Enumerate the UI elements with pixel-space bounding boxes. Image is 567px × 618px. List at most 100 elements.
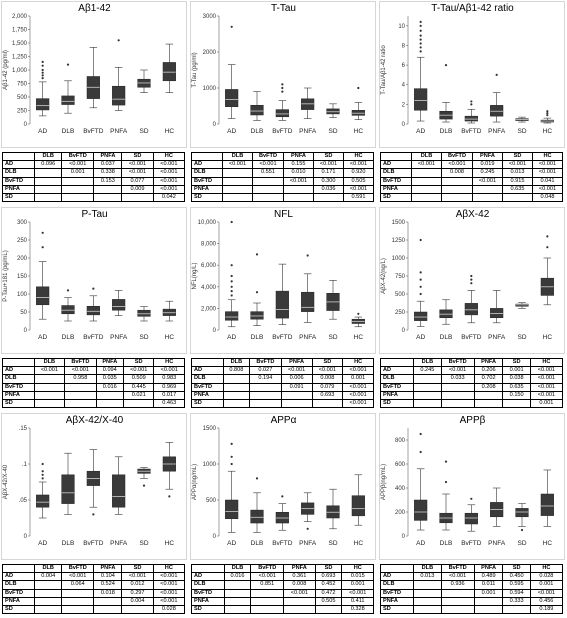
p-value-cell: <0.001 (283, 176, 314, 186)
outlier-point (117, 39, 120, 42)
y-tick-label: .15 (19, 426, 28, 432)
category-label: PNFA (110, 128, 128, 135)
p-value-cell: 0.001 (529, 398, 564, 409)
table-row: BvFTD 0.016 0.445 0.969 (2, 382, 185, 392)
box-DLB (61, 452, 75, 515)
p-value-cell: 0.037 (93, 160, 123, 170)
p-value-cell: 0.851 (250, 580, 285, 590)
p-value-cell (413, 580, 442, 590)
table-row: SD 0.591 (190, 192, 375, 203)
y-tick-label: 0 (213, 534, 217, 540)
outlier-point (470, 278, 473, 281)
table-header-cell: DLB (223, 563, 252, 574)
p-value-cell: 0.017 (153, 390, 185, 400)
p-value-cell (33, 382, 66, 392)
table-row: BvFTD 0.001 0.594 <0.001 (379, 588, 564, 598)
table-header-cell: SD (122, 357, 155, 368)
y-tick-label: 1,000 (12, 68, 28, 74)
p-value-cell: 0.013 (502, 168, 533, 178)
table-header-cell: HC (529, 563, 564, 574)
p-value-cell (440, 184, 474, 194)
chart-frame (1, 1, 187, 148)
box-AD (414, 20, 428, 122)
box-SD (326, 488, 340, 530)
category-label: AD (416, 540, 425, 547)
box-HC (162, 43, 176, 93)
y-tick-label: 200 (395, 510, 406, 516)
box-DLB (61, 289, 75, 322)
p-value-cell: <0.001 (342, 390, 374, 400)
table-row: AD <0.001 <0.001 0.094 <0.001 <0.001 (2, 366, 185, 376)
table-row: DLB 0.001 0.338 <0.001 <0.001 (1, 168, 186, 178)
category-label: SD (517, 540, 526, 547)
chart-frame (379, 1, 565, 148)
y-axis-label: AβX-42/X-40 (3, 464, 9, 499)
table-header-cell (1, 151, 36, 162)
p-value-cell (440, 390, 475, 400)
y-tick-label: 10 (398, 24, 405, 30)
box-iqr (540, 493, 554, 516)
outlier-point (230, 285, 233, 288)
table-header-cell: DLB (413, 563, 442, 574)
pvalue-table: DLB BvFTD PNFA SD HC AD 0.096 <0.001 0.037 <0.001… (1, 151, 186, 203)
p-value-cell (121, 192, 154, 203)
p-value-cell (64, 390, 97, 400)
chart-svg: T-Tau/Aβ1-42 ratio 0 2 4 6 8 10 T-Tau/Aβ1-42 ra… (379, 1, 565, 148)
box-AD (36, 60, 50, 117)
category-label: AD (416, 128, 425, 135)
box-iqr (36, 98, 50, 111)
box-iqr (275, 109, 289, 118)
chart-svg: AβX-42 0 250 500 750 1000 1250 1500 AβX-42(ng/L)… (379, 207, 565, 354)
p-value-cell: <0.001 (529, 390, 564, 400)
row-label: PNFA (379, 184, 413, 194)
p-value-cell (473, 398, 504, 409)
p-value-cell: 0.920 (342, 168, 375, 178)
category-label: HC (354, 540, 364, 547)
p-value-cell (413, 588, 442, 598)
outlier-point (41, 74, 44, 77)
outlier-point (41, 470, 44, 473)
row-label: SD (1, 604, 36, 615)
table-header-cell: DLB (33, 357, 66, 368)
category-label: SD (139, 540, 148, 547)
p-value-cell: 0.048 (531, 192, 564, 203)
p-value-cell (249, 390, 282, 400)
category-label: AD (38, 334, 47, 341)
category-label: DLB (440, 540, 453, 547)
p-value-cell: 0.463 (153, 398, 185, 409)
row-label: DLB (1, 168, 36, 178)
outlier-point (419, 29, 422, 32)
outlier-point (419, 278, 422, 281)
p-value-cell: 0.010 (283, 168, 314, 178)
table-row: AD 0.013 <0.001 0.489 0.450 0.028 (379, 572, 564, 582)
p-value-cell: 0.297 (121, 588, 154, 598)
table-header-cell: PNFA (472, 151, 503, 162)
p-value-cell: 0.524 (93, 580, 123, 590)
category-label: BvFTD (461, 540, 482, 547)
p-value-cell: <0.001 (121, 572, 154, 582)
outlier-point (230, 25, 233, 28)
y-tick-label: 1,750 (12, 28, 28, 34)
table-header-cell: PNFA (93, 563, 123, 574)
outlier-point (470, 100, 473, 103)
table-header-cell: DLB (411, 151, 442, 162)
row-label: BvFTD (379, 588, 415, 598)
p-value-cell (93, 596, 123, 606)
row-label: BvFTD (191, 588, 225, 598)
row-label: PNFA (1, 184, 36, 194)
category-label: PNFA (299, 334, 317, 341)
row-label: PNFA (190, 184, 224, 194)
p-value-cell: <0.001 (529, 374, 564, 384)
p-value-cell (64, 382, 97, 392)
outlier-point (357, 312, 360, 315)
table-header-cell: PNFA (283, 563, 316, 574)
box-DLB (250, 477, 264, 533)
table-header-cell: HC (342, 151, 375, 162)
outlier-point (444, 460, 448, 463)
p-value-cell (33, 374, 66, 384)
table-header-cell: SD (502, 151, 533, 162)
p-value-cell: <0.001 (440, 572, 475, 582)
p-value-cell (64, 398, 97, 409)
y-tick-label: .05 (19, 498, 28, 504)
p-value-cell: 0.001 (61, 168, 95, 178)
